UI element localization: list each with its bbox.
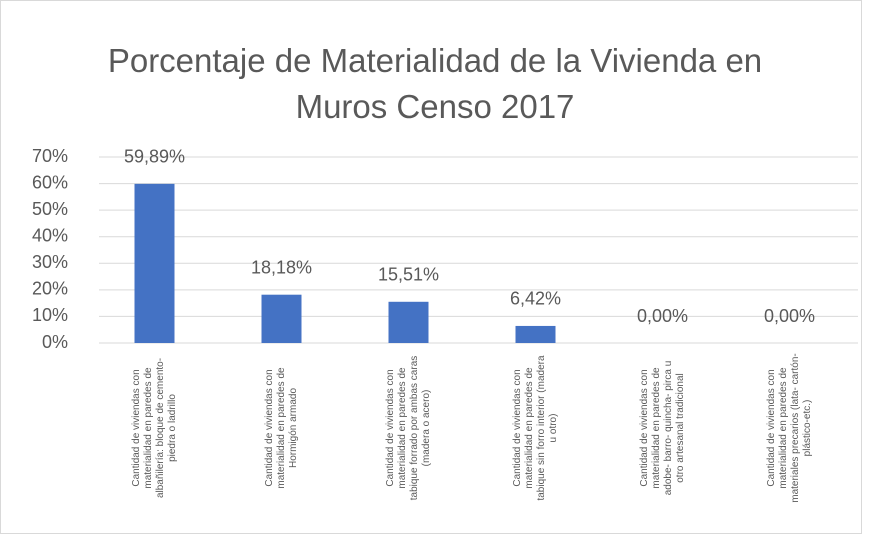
- x-tick-label: Cantidad de viviendas con materialidad e…: [130, 357, 178, 499]
- y-tick-label: 10%: [32, 305, 68, 325]
- bar: [515, 325, 556, 343]
- data-label: 18,18%: [251, 257, 312, 277]
- y-tick-label: 60%: [32, 172, 68, 192]
- bar: [261, 294, 302, 343]
- x-tick-label: Cantidad de viviendas con materialidad e…: [263, 367, 299, 489]
- y-tick-label: 40%: [32, 225, 68, 245]
- x-tick-label: Cantidad de viviendas con materialidad e…: [384, 355, 432, 501]
- data-label: 59,89%: [124, 147, 185, 167]
- data-label: 0,00%: [764, 306, 815, 326]
- chart-title: Porcentaje de Materialidad de la Viviend…: [107, 42, 763, 125]
- y-tick-label: 70%: [32, 146, 68, 166]
- y-tick-label: 50%: [32, 199, 68, 219]
- x-tick-label: Cantidad de viviendas con materialidad e…: [638, 360, 686, 496]
- x-tick-label: Cantidad de viviendas con materialidad e…: [765, 353, 813, 503]
- y-tick-label: 30%: [32, 252, 68, 272]
- bar: [134, 183, 175, 343]
- y-tick-label: 0%: [42, 332, 68, 352]
- data-label: 6,42%: [510, 289, 561, 309]
- y-tick-label: 20%: [32, 279, 68, 299]
- data-label: 0,00%: [637, 306, 688, 326]
- x-tick-label: Cantidad de viviendas con materialidad e…: [511, 355, 559, 501]
- bar: [388, 301, 429, 343]
- data-label: 15,51%: [378, 265, 439, 285]
